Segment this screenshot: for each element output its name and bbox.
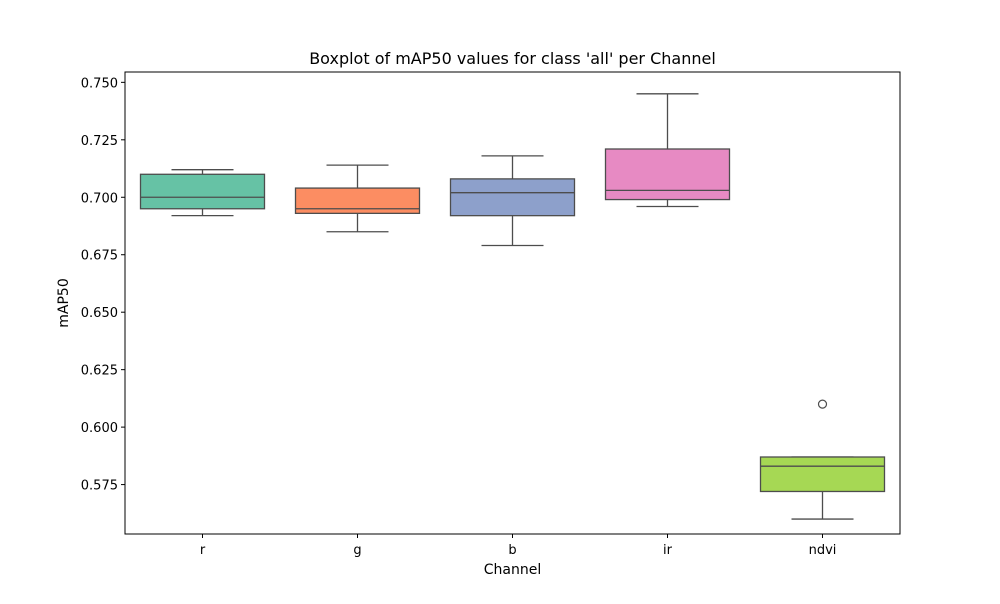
y-axis-label: mAP50 <box>56 278 72 327</box>
y-tick-label: 0.625 <box>81 364 118 379</box>
iqr-box <box>139 173 266 210</box>
x-tick-label: r <box>200 543 206 558</box>
y-tick-label: 0.575 <box>81 479 118 494</box>
y-tick-label: 0.700 <box>81 191 118 206</box>
x-tick-label: b <box>508 543 516 558</box>
y-tick-label: 0.600 <box>81 421 118 436</box>
iqr-box <box>449 178 576 217</box>
iqr-box <box>294 187 421 215</box>
box-ir <box>604 93 731 208</box>
plot-area: 0.575 0.600 0.625 0.650 0.675 0.700 0.725 0.750… <box>81 76 886 558</box>
outlier-point <box>817 399 828 409</box>
x-axis-label: Channel <box>484 562 541 578</box>
y-tick-label: 0.650 <box>81 306 118 321</box>
box-ndvi <box>759 399 886 520</box>
box-g <box>294 164 421 233</box>
y-tick-label: 0.675 <box>81 249 118 264</box>
y-tick-label: 0.750 <box>81 76 118 91</box>
x-tick-label: g <box>353 543 361 558</box>
box-r <box>139 169 266 217</box>
iqr-box <box>759 456 886 493</box>
x-tick-label: ir <box>663 543 673 558</box>
plot-frame <box>124 71 901 535</box>
y-tick-label: 0.725 <box>81 134 118 149</box>
x-tick-label: ndvi <box>809 543 837 558</box>
chart-title: Boxplot of mAP50 values for class 'all' … <box>309 49 716 68</box>
iqr-box <box>604 148 731 201</box>
box-b <box>449 155 576 247</box>
